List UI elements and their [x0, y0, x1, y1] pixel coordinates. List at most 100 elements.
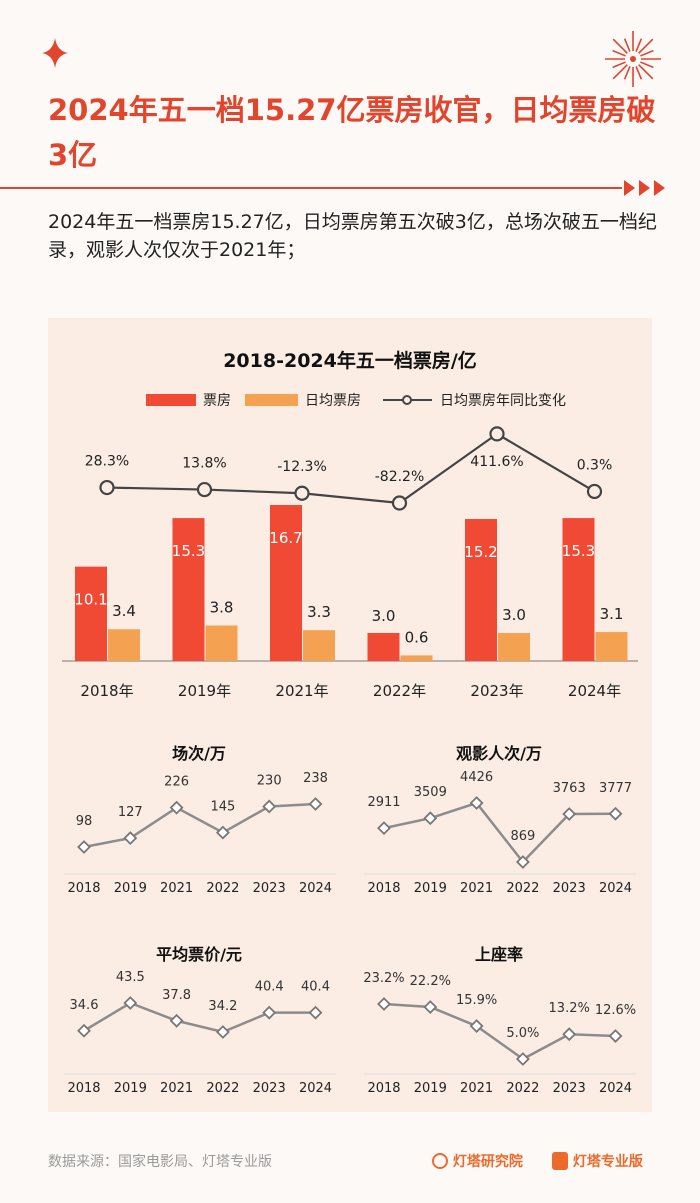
yoy-marker	[99, 479, 115, 496]
small-chart-marker	[123, 996, 138, 1010]
small-chart-value-label: 230	[257, 773, 282, 788]
small-chart-x-label: 2021	[160, 881, 193, 896]
small-chart-x-label: 2023	[553, 881, 586, 896]
bar-label-box-office: 3.0	[372, 607, 396, 625]
bar-daily-box-office	[595, 632, 628, 661]
small-chart-marker	[469, 796, 484, 810]
small-chart-value-label: 145	[210, 800, 235, 815]
small-chart-x-label: 2018	[367, 1081, 400, 1096]
x-tick-label: 2022年	[373, 682, 426, 700]
legend-swatch-box-office	[146, 394, 196, 406]
lighthouse-logo-icon	[432, 1153, 448, 1169]
bar-daily-box-office	[303, 630, 335, 661]
bar-label-box-office: 15.3	[562, 542, 595, 560]
small-chart-x-label: 2019	[114, 1081, 147, 1096]
brand-dengta-research: 灯塔研究院	[432, 1151, 523, 1171]
x-tick-label: 2024年	[568, 682, 621, 700]
small-chart-value-label: 34.2	[208, 999, 237, 1014]
small-chart-x-label: 2024	[599, 881, 632, 896]
bar-daily-box-office	[498, 632, 530, 661]
small-chart-marker	[423, 811, 438, 826]
small-chart-title: 上座率	[475, 945, 523, 964]
yoy-marker	[489, 426, 505, 442]
small-chart-x-label: 2018	[367, 881, 400, 896]
bar-box-office	[270, 505, 302, 661]
small-chart-value-label: 13.2%	[549, 1001, 590, 1016]
small-chart-x-label: 2022	[506, 881, 539, 896]
small-chart-x-label: 2021	[160, 1081, 193, 1096]
small-chart-x-label: 2022	[506, 1081, 539, 1096]
bar-label-daily: 3.8	[210, 599, 234, 617]
x-tick-label: 2021年	[275, 682, 328, 700]
bar-label-box-office: 16.7	[269, 529, 302, 547]
small-chart-x-label: 2019	[114, 881, 147, 896]
bar-box-office	[172, 518, 205, 661]
small-chart-line	[83, 1001, 316, 1034]
small-chart-x-label: 2024	[299, 1081, 332, 1096]
small-chart-value-label: 3777	[599, 781, 632, 796]
small-chart-marker	[377, 997, 391, 1011]
small-chart-marker	[262, 799, 277, 814]
bar-label-box-office: 15.3	[172, 542, 205, 560]
yoy-marker	[196, 481, 213, 498]
small-chart-marker	[308, 1005, 323, 1020]
small-chart-x-label: 2021	[460, 1081, 493, 1096]
small-chart-title: 场次/万	[172, 744, 226, 763]
triple-arrow-icon	[624, 180, 665, 196]
small-chart-x-label: 2022	[206, 881, 239, 896]
chart-panel	[48, 318, 652, 1112]
yoy-marker	[586, 483, 603, 500]
legend-label-yoy: 日均票房年同比变化	[440, 393, 566, 409]
small-chart-marker	[262, 1005, 277, 1020]
legend-marker-yoy	[402, 395, 412, 405]
small-chart-x-label: 2019	[414, 1081, 447, 1096]
small-chart-value-label: 127	[118, 805, 143, 820]
data-source: 数据来源：国家电影局、灯塔专业版	[48, 1154, 272, 1170]
bar-label-daily: 0.6	[405, 628, 429, 646]
small-chart-marker	[377, 821, 391, 836]
bar-label-daily: 3.4	[112, 602, 136, 620]
small-chart-marker	[515, 855, 530, 869]
yoy-label: 28.3%	[85, 454, 129, 470]
small-chart-title: 平均票价/元	[156, 945, 242, 964]
bar-box-office	[367, 632, 400, 661]
small-chart-x-label: 2021	[460, 881, 493, 896]
small-chart-value-label: 4426	[460, 770, 493, 785]
small-chart-value-label: 34.6	[70, 998, 99, 1013]
small-chart-marker	[562, 807, 577, 821]
small-chart-value-label: 22.2%	[410, 974, 451, 989]
brand-dengta-pro: 灯塔专业版	[552, 1151, 643, 1171]
bar-daily-box-office	[205, 625, 238, 661]
sparkle-icon	[42, 38, 68, 68]
bar-label-box-office: 15.2	[464, 543, 497, 561]
small-chart-marker	[169, 800, 184, 815]
legend-label-box-office: 票房	[203, 393, 231, 409]
small-chart-marker	[308, 797, 323, 811]
small-chart-marker	[515, 1052, 530, 1066]
small-chart-x-label: 2024	[599, 1081, 632, 1096]
small-chart-line	[383, 1002, 616, 1061]
small-chart-value-label: 869	[510, 829, 535, 844]
small-chart-marker	[608, 806, 623, 821]
small-chart-x-label: 2019	[414, 881, 447, 896]
small-chart-value-label: 12.6%	[595, 1003, 636, 1018]
bar-label-daily: 3.3	[307, 603, 331, 621]
bar-label-daily: 3.1	[600, 605, 624, 623]
small-chart-value-label: 5.0%	[506, 1026, 539, 1041]
firework-icon	[605, 31, 661, 87]
yoy-label: -12.3%	[277, 459, 327, 475]
brand1-label: 灯塔研究院	[452, 1154, 523, 1170]
page-subtitle: 2024年五一档票房15.27亿，日均票房第五次破3亿，总场次破五一档纪录，观影…	[48, 211, 657, 261]
small-chart-x-label: 2023	[553, 1081, 586, 1096]
yoy-marker	[391, 495, 408, 511]
small-chart-marker	[123, 831, 138, 846]
small-chart-marker	[77, 840, 91, 854]
small-chart-title: 观影人次/万	[456, 744, 542, 763]
small-chart-value-label: 3763	[553, 781, 586, 796]
small-chart-value-label: 40.4	[301, 980, 330, 995]
small-chart-value-label: 40.4	[255, 980, 284, 995]
small-chart-value-label: 226	[164, 775, 189, 790]
x-tick-label: 2019年	[178, 682, 231, 700]
x-tick-label: 2023年	[470, 682, 523, 700]
bar-label-box-office: 10.1	[74, 591, 107, 609]
